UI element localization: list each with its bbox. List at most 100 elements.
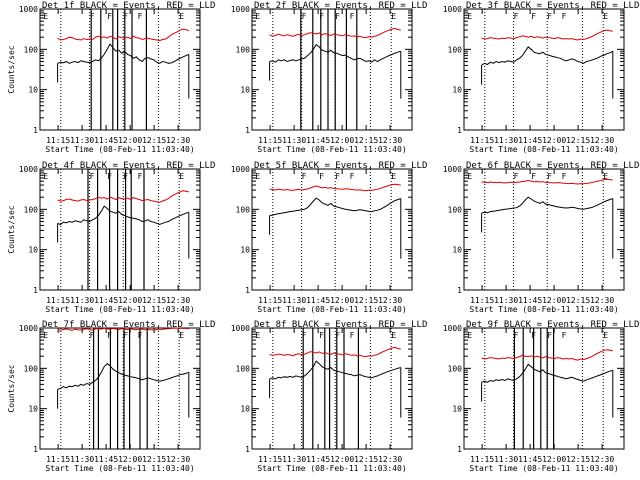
x-tick-label: 11:45 [306,296,330,305]
lld-series-line [269,183,401,192]
flag-label: E [255,172,260,181]
y-tick-label: 10 [28,246,38,255]
flag-label: F [107,12,112,21]
events-series-line [269,43,401,63]
flag-label: F [531,331,536,340]
y-tick-label: 1 [245,286,250,295]
events-series-line [57,205,189,226]
flag-label: F [107,172,112,181]
y-tick-label: 1 [33,286,38,295]
x-tick-label: 11:45 [518,455,542,464]
events-series-line [481,196,613,214]
y-axis-label: Counts/sec [7,364,16,412]
x-tick-label: 12:15 [354,455,378,464]
y-tick-label: 1000 [231,5,250,14]
y-tick-label: 1000 [443,324,462,333]
chart-panel-6: Det 6f BLACK = Events, RED = LLD 1 10 100 10… [443,161,640,314]
flag-label: F [350,12,355,21]
flag-label: E [467,331,472,340]
x-axis-label: Start Time (08-Feb-11 11:03:40) [45,305,194,314]
plot-frame [39,168,201,291]
flag-label: E [467,12,472,21]
y-tick-label: 1 [457,445,462,454]
x-axis-label: Start Time (08-Feb-11 11:03:40) [257,464,406,473]
x-tick-label: 11:45 [94,136,118,145]
x-axis-label: Start Time (08-Feb-11 11:03:40) [45,145,194,154]
flag-label: E [255,331,260,340]
flag-label: F [514,172,519,181]
flag-label: F [547,12,552,21]
events-series-line [269,360,401,380]
flag-label: F [123,12,128,21]
y-tick-label: 10 [452,246,462,255]
flag-label: F [107,331,112,340]
chart-title: Det 5f BLACK = Events, RED = LLD [254,161,427,171]
chart-title: Det 3f BLACK = Events, RED = LLD [466,1,639,11]
flag-label: F [319,12,324,21]
x-tick-label: 11:45 [306,455,330,464]
flag-label: E [391,12,396,21]
plot-frame [39,8,201,131]
flag-label: E [43,331,48,340]
plot-frame [251,8,413,131]
flag-label: F [350,172,355,181]
flag-label: F [138,172,143,181]
x-tick-label: 11:15 [258,136,282,145]
flag-label: F [514,331,519,340]
flag-label: F [123,331,128,340]
x-tick-label: 12:00 [330,136,354,145]
lld-series-line [481,178,613,185]
y-tick-label: 1000 [19,324,38,333]
flag-label: E [603,172,608,181]
y-tick-label: 10 [240,246,250,255]
flag-label: E [179,172,184,181]
x-tick-label: 12:15 [354,136,378,145]
flag-label: F [547,172,552,181]
y-tick-label: 10 [452,86,462,95]
flag-label: F [302,331,307,340]
flag-label: F [90,331,95,340]
y-tick-label: 1 [33,126,38,135]
x-tick-label: 12:30 [378,136,402,145]
x-tick-label: 11:45 [518,136,542,145]
lld-series-line [269,27,401,39]
x-tick-label: 12:30 [166,136,190,145]
x-tick-label: 12:15 [354,296,378,305]
x-tick-label: 11:30 [282,296,306,305]
y-tick-label: 100 [448,205,463,214]
events-series-line [57,363,189,390]
chart-panel-3: Det 3f BLACK = Events, RED = LLD 1 10 100 10… [443,1,640,154]
y-tick-label: 1 [245,445,250,454]
flag-label: F [562,331,567,340]
x-tick-label: 12:30 [590,455,614,464]
x-tick-label: 11:30 [70,136,94,145]
x-tick-label: 12:00 [542,136,566,145]
lld-series-line [57,28,189,42]
chart-panel-5: Det 5f BLACK = Events, RED = LLD 1 10 100 10… [231,161,428,314]
flag-label: E [255,12,260,21]
flag-label: E [467,172,472,181]
y-tick-label: 100 [448,364,463,373]
x-tick-label: 11:45 [518,296,542,305]
y-axis-label: Counts/sec [7,205,16,253]
chart-title: Det 4f BLACK = Events, RED = LLD [42,161,215,171]
x-tick-label: 12:15 [142,455,166,464]
x-tick-label: 12:15 [566,455,590,464]
plot-frame [251,168,413,291]
plot-frame [463,327,625,450]
flag-label: E [391,172,396,181]
x-tick-label: 12:30 [378,296,402,305]
y-tick-label: 1000 [231,324,250,333]
y-tick-label: 1000 [19,165,38,174]
chart-panel-8: Det 8f BLACK = Events, RED = LLD 1 10 100 10… [231,320,428,473]
x-tick-label: 11:15 [470,296,494,305]
flag-label: F [335,172,340,181]
y-tick-label: 100 [236,205,251,214]
x-axis-label: Start Time (08-Feb-11 11:03:40) [257,145,406,154]
x-tick-label: 11:30 [282,136,306,145]
x-tick-label: 12:30 [590,296,614,305]
flag-label: F [531,172,536,181]
lld-series-line [481,349,613,361]
flag-label: F [562,12,567,21]
flag-label: F [90,12,95,21]
